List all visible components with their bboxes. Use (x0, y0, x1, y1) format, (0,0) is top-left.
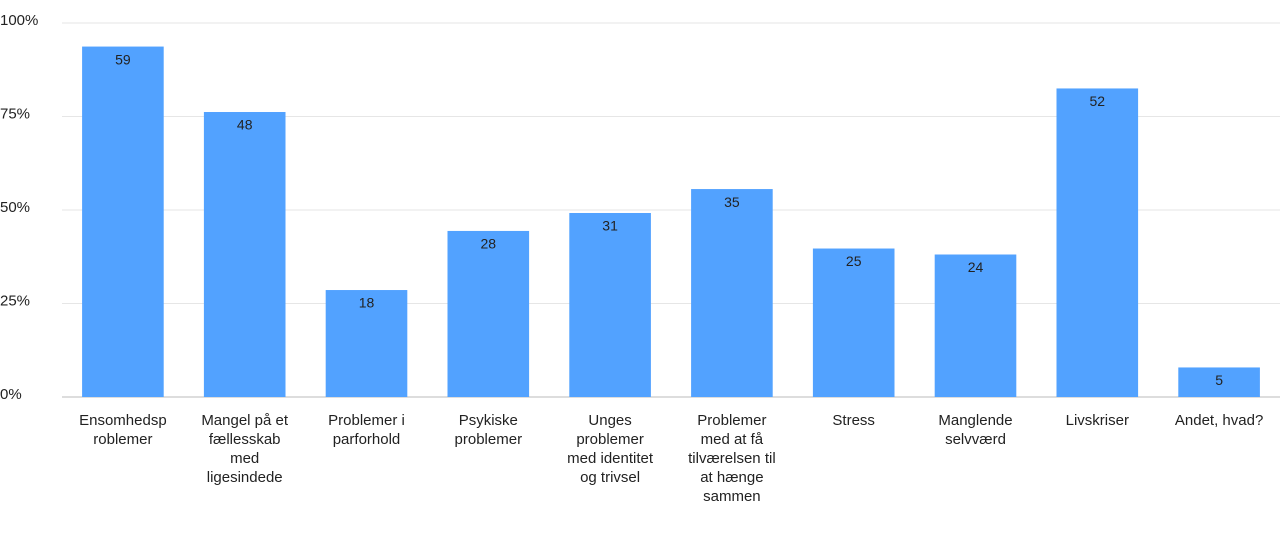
data-label: 48 (237, 117, 253, 133)
bar (447, 230, 530, 397)
data-label: 28 (481, 236, 497, 252)
data-label: 25 (846, 253, 862, 269)
bar (691, 189, 773, 397)
data-label: 31 (602, 218, 618, 234)
y-tick-label: 0% (0, 386, 22, 403)
x-tick-label: Ensomhedsproblemer (79, 412, 167, 448)
x-tick-label: Psykiske problemer (454, 412, 523, 448)
data-label: 5 (1215, 372, 1223, 388)
bar (1178, 367, 1260, 397)
x-tick-label: Manglende selvværd (938, 412, 1013, 448)
bar (203, 112, 286, 398)
x-tick-label: Problemer med at få tilværelsen til at h… (688, 412, 776, 505)
data-label: 52 (1090, 93, 1106, 109)
x-tick-label: Unges problemer med identitet og trivsel (567, 412, 654, 486)
y-tick-label: 50% (0, 199, 30, 216)
x-tick-label: Livskriser (1065, 412, 1129, 429)
x-tick-label: Andet, hvad? (1174, 412, 1264, 429)
x-tick-label: Stress (832, 412, 875, 429)
data-label: 24 (968, 259, 984, 275)
x-tick-label: Problemer i parforhold (328, 412, 405, 448)
bar (1056, 88, 1139, 397)
x-tick-label: Mangel på et fællesskab med ligesindede (201, 412, 289, 486)
y-tick-label: 100% (0, 12, 38, 29)
bar (325, 290, 408, 397)
y-tick-label: 25% (0, 292, 30, 309)
bar (812, 248, 895, 397)
data-label: 59 (115, 51, 131, 67)
y-tick-label: 75% (0, 105, 30, 122)
bar (934, 254, 1017, 397)
data-label: 35 (724, 194, 740, 210)
bar (569, 212, 651, 397)
bar (82, 46, 164, 397)
data-label: 18 (359, 295, 375, 311)
